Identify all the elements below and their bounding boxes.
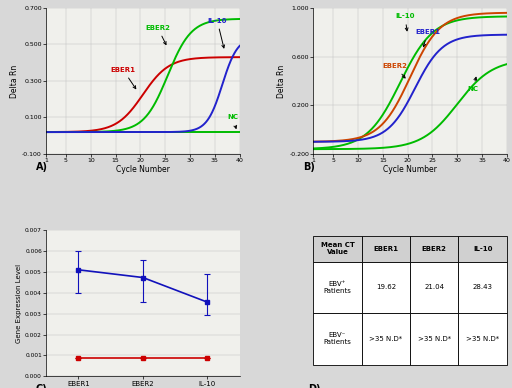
Text: EBER1: EBER1 — [111, 67, 136, 89]
Text: A): A) — [36, 161, 48, 171]
X-axis label: Cycle Number: Cycle Number — [116, 165, 170, 173]
Text: IL-10: IL-10 — [395, 13, 415, 31]
Y-axis label: Gene Expression Level: Gene Expression Level — [16, 264, 22, 343]
Text: B): B) — [303, 161, 315, 171]
Text: D): D) — [308, 384, 321, 388]
Text: EBER2: EBER2 — [383, 63, 408, 78]
Text: EBER1: EBER1 — [415, 29, 440, 47]
Y-axis label: Delta Rn: Delta Rn — [278, 64, 286, 97]
Y-axis label: Delta Rn: Delta Rn — [10, 64, 19, 97]
Text: EBER2: EBER2 — [145, 25, 170, 45]
Text: C): C) — [36, 384, 48, 388]
Text: NC: NC — [467, 77, 478, 92]
X-axis label: Cycle Number: Cycle Number — [383, 165, 437, 173]
Text: IL-10: IL-10 — [207, 17, 227, 48]
Text: NC: NC — [227, 114, 238, 128]
